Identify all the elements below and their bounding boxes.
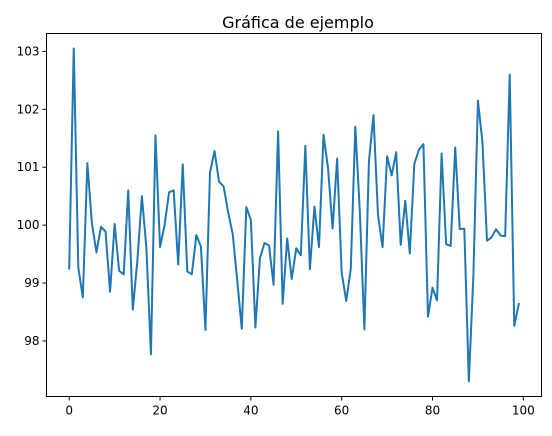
x-tick-label: 20 (152, 404, 167, 418)
x-tick-label: 60 (334, 404, 349, 418)
chart-title: Gráfica de ejemplo (222, 13, 374, 32)
y-tick-label: 103 (17, 44, 40, 58)
x-tick-label: 100 (512, 404, 535, 418)
x-tick-label: 0 (65, 404, 73, 418)
x-axis: 0 20 40 60 80 100 (65, 396, 535, 418)
x-tick-label: 40 (243, 404, 258, 418)
y-axis: 98 99 100 101 102 103 (17, 44, 47, 348)
series-line (68, 47, 520, 383)
y-tick-label: 98 (24, 334, 39, 348)
y-tick-label: 100 (17, 218, 40, 232)
y-tick-label: 99 (24, 276, 39, 290)
y-tick-label: 102 (17, 102, 40, 116)
x-tick-label: 80 (425, 404, 440, 418)
y-tick-label: 101 (17, 160, 40, 174)
plot-area-frame (46, 33, 542, 397)
